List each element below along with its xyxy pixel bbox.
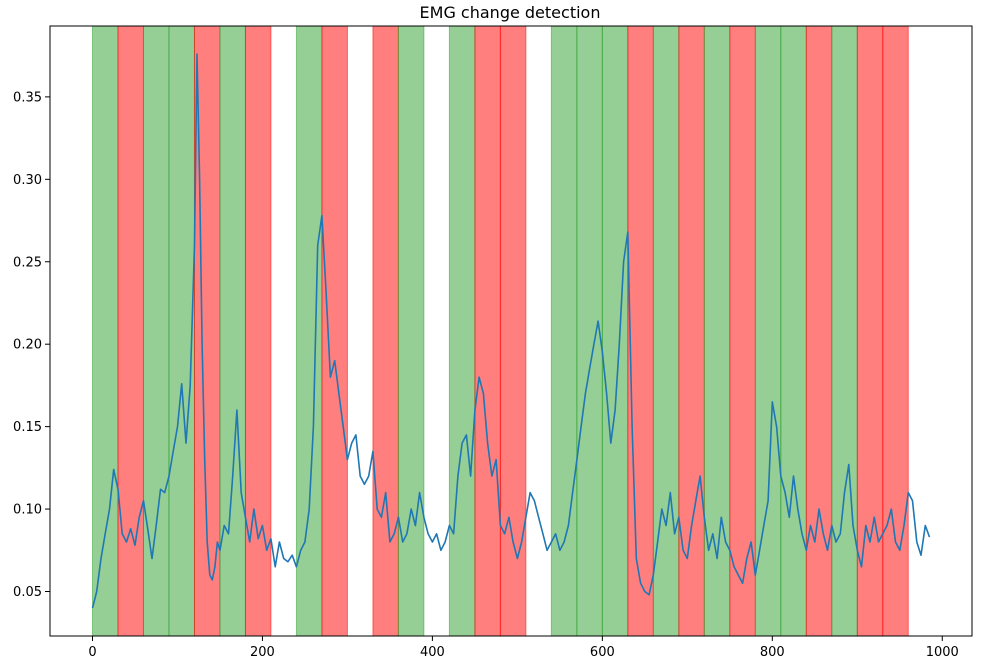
band-active-0: [91, 25, 119, 637]
band-active-25: [831, 25, 858, 637]
y-tick-label: 0.35: [13, 90, 42, 105]
y-tick-label: 0.05: [13, 585, 42, 600]
band-rest-27: [882, 25, 909, 637]
band-active-2: [142, 25, 170, 637]
y-tick-label: 0.20: [13, 338, 42, 353]
band-rest-9: [372, 25, 399, 637]
y-axis: 0.05 0.10 0.15 0.20 0.25 0.30 0.35: [13, 90, 50, 600]
band-rest-26: [856, 25, 884, 637]
band-active-5: [219, 25, 246, 637]
x-tick-label: 1000: [926, 645, 959, 660]
band-rest-1: [117, 25, 144, 637]
band-rest-12: [474, 25, 501, 637]
band-active-11: [448, 25, 476, 637]
band-rest-6: [244, 25, 272, 637]
band-active-3: [168, 25, 195, 637]
band-active-7: [295, 25, 323, 637]
band-active-22: [754, 25, 782, 637]
band-active-14: [550, 25, 578, 637]
emg-series: [91, 53, 931, 609]
x-tick-label: 0: [88, 645, 96, 660]
band-active-16: [601, 25, 629, 637]
band-rest-21: [729, 25, 756, 637]
y-tick-label: 0.30: [13, 173, 42, 188]
band-active-10: [397, 25, 425, 637]
band-active-23: [780, 25, 807, 637]
x-tick-label: 200: [250, 645, 275, 660]
chart-title: EMG change detection: [420, 3, 601, 22]
x-tick-label: 600: [590, 645, 615, 660]
y-tick-label: 0.15: [13, 420, 42, 435]
y-tick-label: 0.10: [13, 503, 42, 518]
x-tick-label: 400: [420, 645, 445, 660]
band-rest-17: [627, 25, 654, 637]
detection-bands: [91, 25, 909, 637]
x-tick-label: 800: [760, 645, 785, 660]
band-active-15: [576, 25, 603, 637]
band-rest-8: [321, 25, 348, 637]
x-axis: 0 200 400 600 800 1000: [88, 636, 959, 660]
y-tick-label: 0.25: [13, 255, 42, 270]
plot-frame: [49, 25, 973, 637]
series-line-0: [91, 53, 931, 609]
